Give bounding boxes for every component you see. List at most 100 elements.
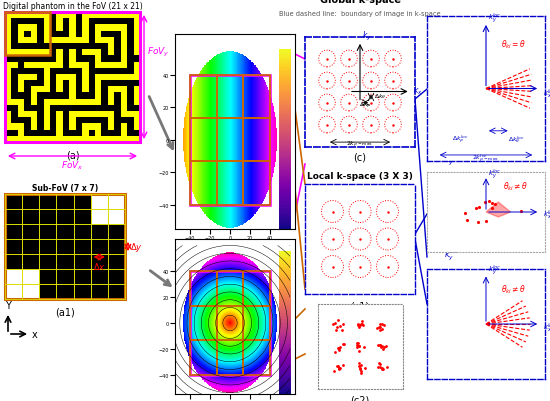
Bar (12, 50, 18, 56)
Text: Blue dashed line:  boundary of image in k-space: Blue dashed line: boundary of image in k… (279, 11, 441, 17)
Bar (114, 124, 120, 130)
Bar (18, 69, 24, 75)
Bar (69, 105, 76, 112)
Bar (5, 44, 12, 50)
Bar (134, 87, 140, 93)
Bar (5, 87, 12, 93)
Bar (101, 87, 108, 93)
Bar (127, 75, 134, 81)
Bar (22, 194, 39, 209)
Bar (5, 99, 12, 105)
Bar (50, 81, 57, 87)
Bar (50, 50, 57, 56)
Bar (57, 225, 74, 239)
Bar (95, 19, 101, 25)
Bar (91, 239, 108, 254)
Bar (114, 50, 120, 56)
Bar (91, 209, 108, 225)
Bar (5, 284, 22, 299)
Bar (108, 225, 125, 239)
Bar (43, 136, 50, 143)
Bar (114, 44, 120, 50)
Bar (101, 63, 108, 69)
Text: Global k-space: Global k-space (320, 0, 400, 5)
Bar (63, 93, 69, 99)
Bar (37, 99, 43, 105)
Bar (89, 130, 95, 136)
Text: $\theta_{ki}\neq\theta$: $\theta_{ki}\neq\theta$ (503, 180, 529, 193)
Bar (31, 93, 37, 99)
Bar (22, 209, 39, 225)
Bar (120, 118, 127, 124)
Bar (37, 93, 43, 99)
Bar (18, 93, 24, 99)
Text: $k_x$: $k_x$ (413, 84, 422, 96)
Bar (18, 112, 24, 118)
Bar (190, 162, 217, 205)
Text: (c2): (c2) (350, 394, 370, 401)
Bar (91, 284, 108, 299)
Bar (101, 136, 108, 143)
Bar (24, 44, 31, 50)
Bar (101, 124, 108, 130)
Bar (108, 19, 114, 25)
Bar (82, 105, 89, 112)
Bar (63, 13, 69, 19)
Bar (57, 136, 63, 143)
Bar (18, 87, 24, 93)
Bar (57, 81, 63, 87)
Bar (37, 105, 43, 112)
Bar (82, 44, 89, 50)
Bar (134, 32, 140, 38)
Bar (63, 81, 69, 87)
Bar (91, 194, 108, 209)
Text: $k_y$: $k_y$ (362, 30, 372, 43)
Bar (5, 130, 12, 136)
Bar (101, 105, 108, 112)
Bar (12, 69, 18, 75)
Bar (89, 50, 95, 56)
Bar (127, 105, 134, 112)
Bar (108, 81, 114, 87)
Bar (76, 81, 82, 87)
Bar (57, 75, 63, 81)
Bar (57, 87, 63, 93)
Bar (190, 271, 270, 375)
Bar (114, 93, 120, 99)
Bar (69, 75, 76, 81)
Bar (127, 81, 134, 87)
Bar (217, 119, 243, 162)
Bar (127, 19, 134, 25)
Bar (76, 25, 82, 32)
Bar (108, 75, 114, 81)
Bar (76, 105, 82, 112)
Bar (24, 105, 31, 112)
Text: $2k_{\rho-\max}$: $2k_{\rho-\max}$ (346, 140, 373, 150)
Bar (108, 136, 114, 143)
Bar (95, 25, 101, 32)
Bar (63, 38, 69, 44)
Bar (39, 239, 57, 254)
Bar (50, 99, 57, 105)
Bar (37, 124, 43, 130)
Bar (108, 209, 125, 225)
Bar (50, 130, 57, 136)
Bar (50, 25, 57, 32)
Bar (22, 239, 39, 254)
Bar (95, 50, 101, 56)
Bar (43, 87, 50, 93)
Bar (190, 75, 270, 205)
Bar (24, 130, 31, 136)
Bar (101, 19, 108, 25)
Bar (76, 112, 82, 118)
Bar (120, 81, 127, 87)
Bar (69, 130, 76, 136)
Bar (217, 306, 243, 340)
Bar (57, 239, 74, 254)
Text: $\Delta k_\rho$: $\Delta k_\rho$ (359, 100, 372, 110)
Bar (120, 136, 127, 143)
Bar (91, 254, 108, 269)
Bar (18, 56, 24, 63)
Bar (74, 225, 91, 239)
Bar (108, 99, 114, 105)
